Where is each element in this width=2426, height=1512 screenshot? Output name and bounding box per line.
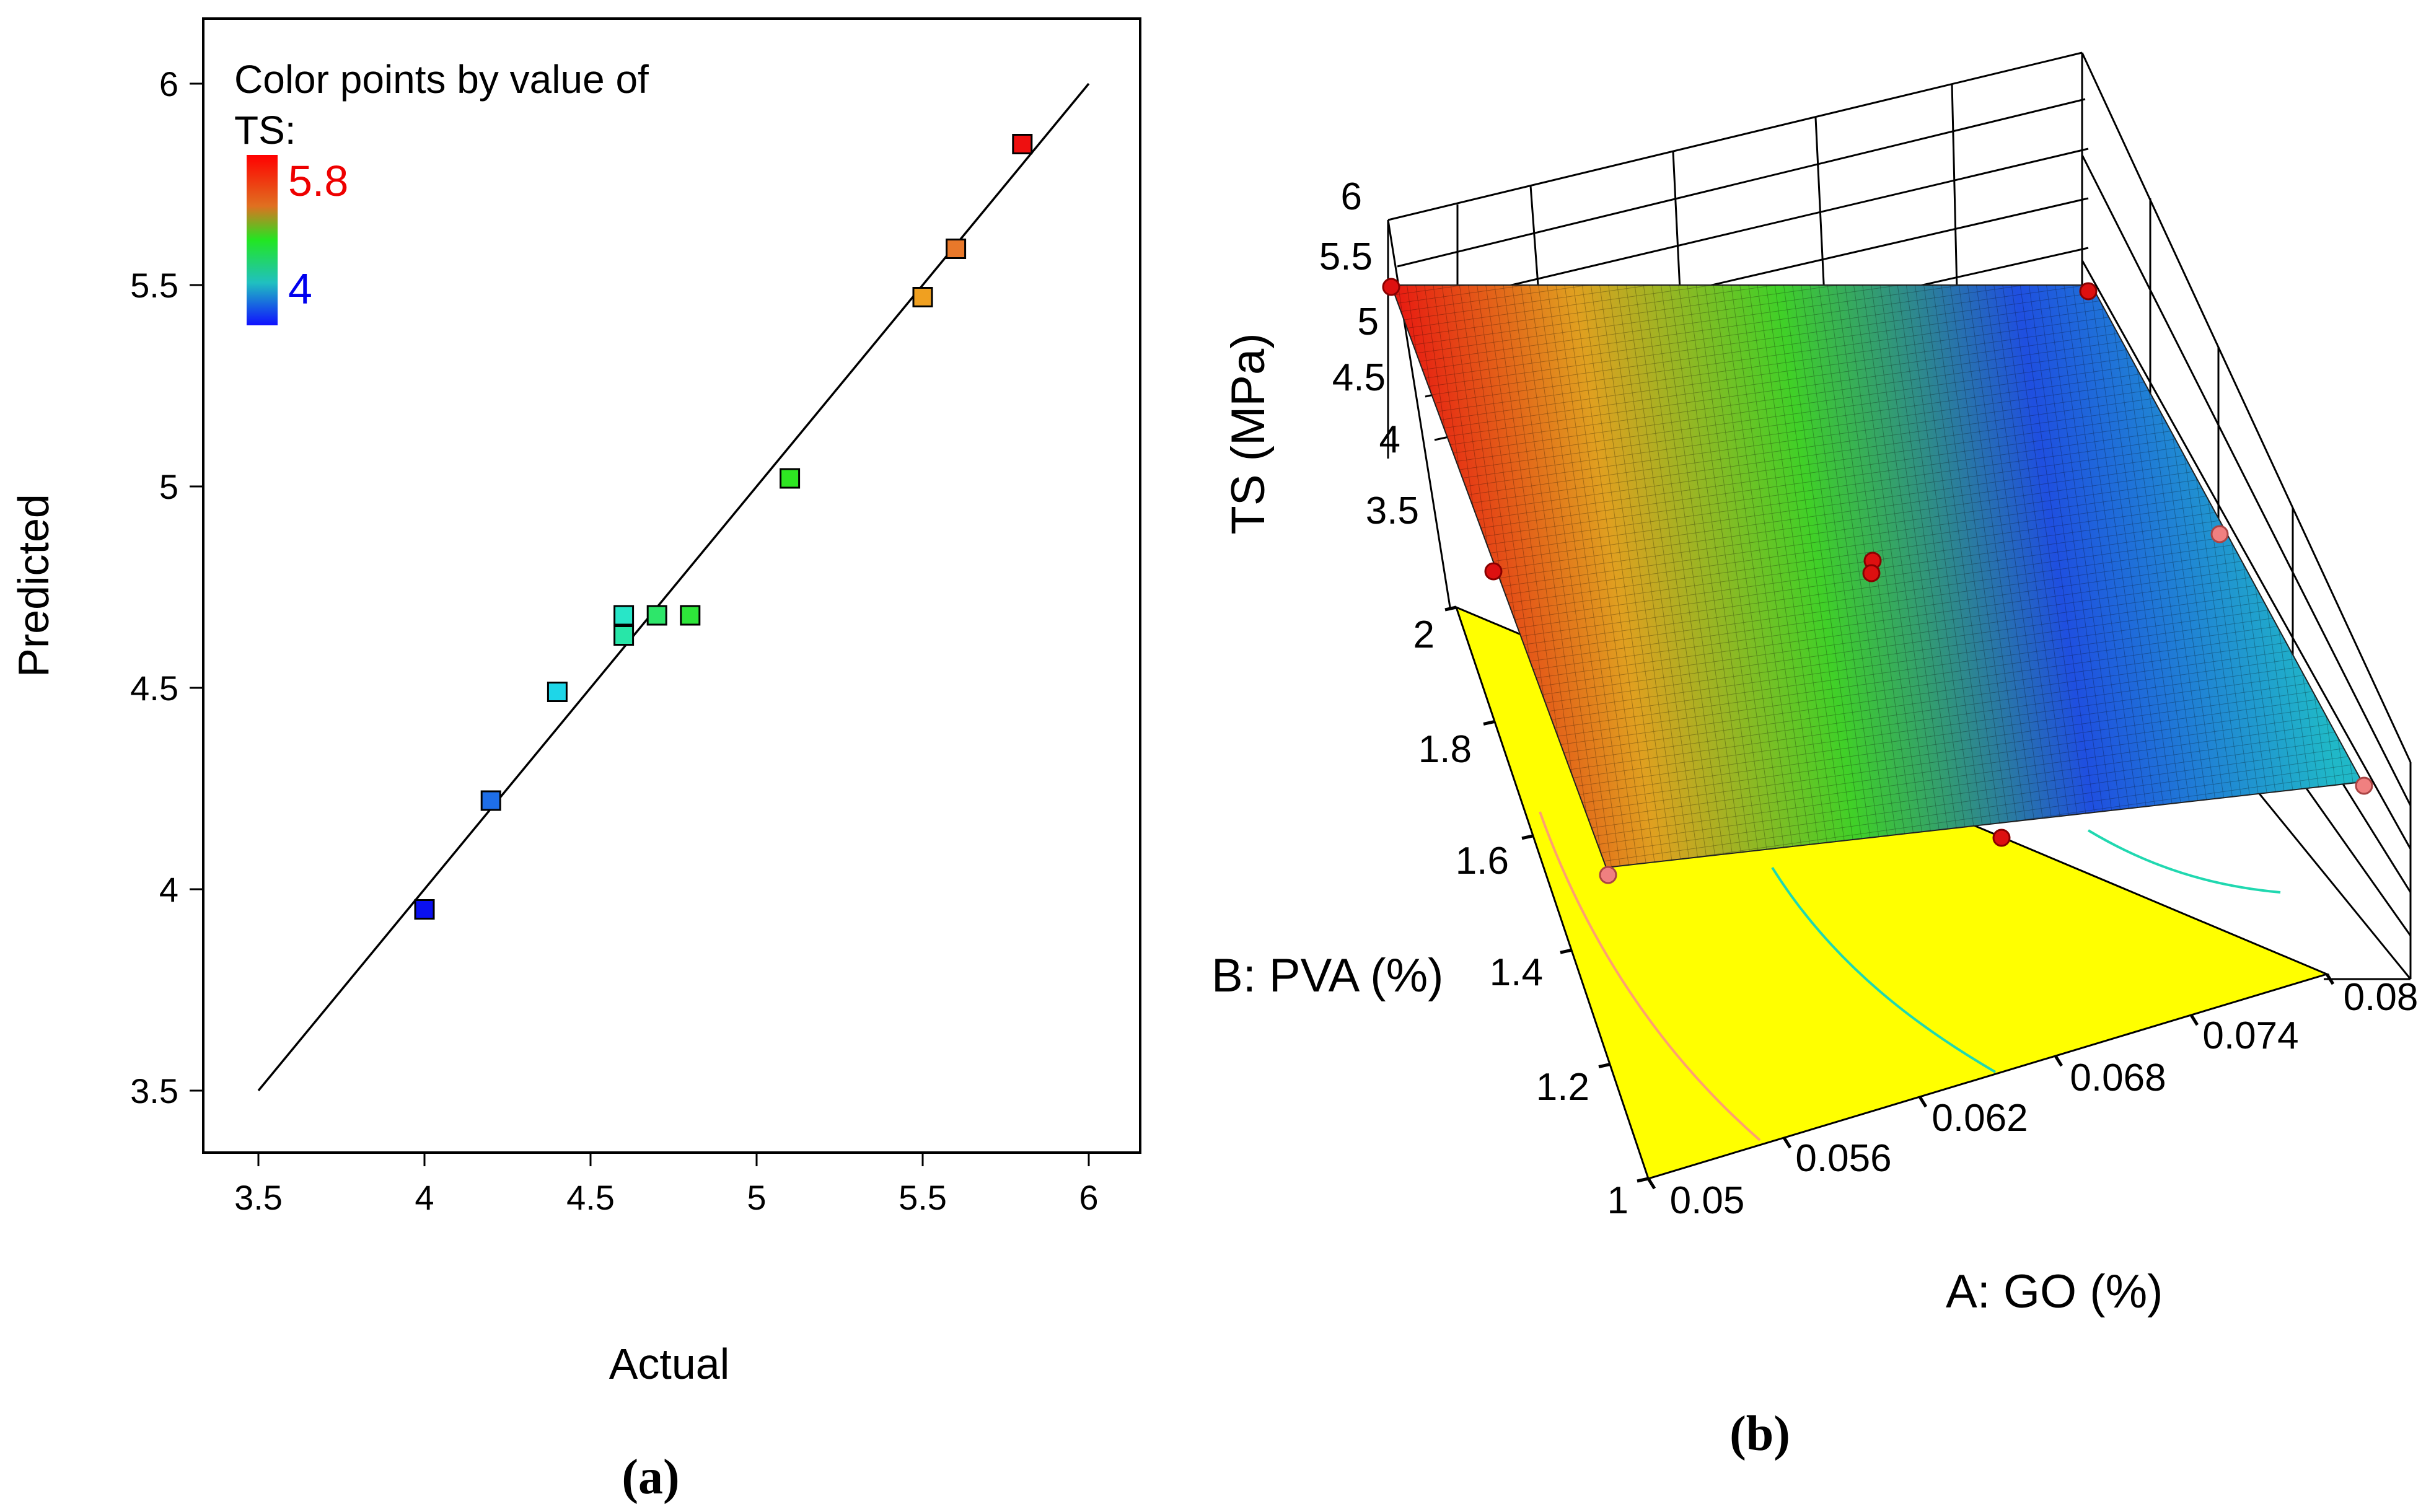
x-tick-label: 4.5 (566, 1178, 615, 1217)
go-tick (1782, 1136, 1792, 1149)
caption-b: (b) (1729, 1407, 1790, 1461)
panel-a: 3.5 4 4.5 5 5.5 6 3.5 4 4.5 5 5.5 6 Color points by… (9, 17, 1141, 1505)
legend-min-label: 4 (288, 265, 312, 313)
a-tick-label: 0.068 (2070, 1057, 2166, 1099)
data-point (946, 239, 967, 259)
go-tick (2054, 1055, 2063, 1067)
data-points (414, 134, 1033, 920)
z-tick-label: 6 (1341, 175, 1362, 218)
design-point (1992, 829, 2011, 847)
design-point (1599, 866, 1617, 884)
contour-lines (1539, 811, 2281, 1141)
z-tick-labels: 6 5.5 5 4.5 4 3.5 (1319, 175, 1419, 532)
y-axis-label: Predicted (9, 494, 58, 677)
pva-tick (1598, 1063, 1611, 1069)
data-point (547, 682, 568, 702)
legend-max-label: 5.8 (288, 157, 348, 205)
data-point (613, 605, 635, 626)
data-point (414, 899, 435, 920)
design-point (2355, 776, 2373, 795)
pva-tick (1637, 1177, 1649, 1183)
a-tick-label: 0.056 (1795, 1137, 1891, 1180)
data-point (1012, 134, 1033, 154)
a-tick-label: 0.05 (1670, 1179, 1745, 1222)
z-tick-label: 4 (1379, 418, 1400, 461)
data-point (680, 605, 701, 626)
a-tick-label: 0.074 (2202, 1014, 2298, 1057)
axis-tick-labels: 3.5 4 4.5 5 5.5 6 3.5 4 4.5 5 5.5 6 (130, 64, 1098, 1217)
pva-tick (1521, 834, 1534, 840)
legend: Color points by value of TS: 5.8 4 (234, 57, 649, 325)
pva-tick (1560, 948, 1572, 954)
z-tick-label: 3.5 (1366, 490, 1419, 532)
data-point (613, 625, 635, 646)
b-axis-label: B: PVA (%) (1211, 949, 1443, 1002)
x-axis-label: Actual (609, 1340, 730, 1388)
legend-title-line2: TS: (234, 108, 296, 152)
design-point (1484, 562, 1503, 581)
b-tick-label: 2 (1413, 613, 1435, 656)
pva-tick (1444, 605, 1457, 612)
x-tick-label: 4 (415, 1178, 434, 1217)
go-tick (2325, 973, 2335, 985)
design-point (2210, 525, 2229, 543)
y-tick-label: 3.5 (130, 1071, 178, 1110)
b-tick-label: 1 (1607, 1179, 1628, 1222)
z-axis-label: TS (MPa) (1222, 333, 1275, 534)
z-tick-label: 5 (1358, 301, 1379, 343)
legend-colorbar (247, 155, 278, 325)
base-axis-ticks (1444, 605, 2335, 1190)
legend-title-line1: Color points by value of (234, 57, 649, 102)
a-tick-labels: 0.05 0.056 0.062 0.068 0.074 0.08 (1670, 976, 2419, 1222)
y-tick-label: 5.5 (130, 266, 178, 305)
design-point (1862, 564, 1881, 582)
data-point (480, 790, 501, 811)
b-tick-label: 1.2 (1536, 1066, 1589, 1109)
go-tick (1918, 1096, 1928, 1108)
data-point (912, 287, 933, 307)
y-tick-label: 4 (159, 870, 178, 909)
go-tick (1646, 1177, 1656, 1190)
plot-frame (202, 17, 1141, 1154)
data-point (780, 468, 801, 489)
a-tick-label: 0.08 (2344, 976, 2419, 1019)
reference-line (257, 82, 1090, 1092)
b-tick-label: 1.8 (1418, 728, 1472, 771)
y-tick-label: 4.5 (130, 669, 178, 708)
x-tick-label: 5.5 (899, 1178, 947, 1217)
caption-a: (a) (622, 1450, 679, 1505)
design-point (1382, 278, 1400, 296)
pva-tick (1483, 719, 1495, 726)
b-tick-label: 1.4 (1490, 951, 1543, 994)
y-tick-label: 6 (159, 64, 178, 103)
design-points (1382, 278, 2373, 884)
x-tick-label: 6 (1079, 1178, 1098, 1217)
go-tick (2189, 1014, 2199, 1026)
panel-b: 6 5.5 5 4.5 4 3.5 2 1.8 1.6 1.4 1.2 1 0.… (1211, 51, 2419, 1461)
axis-ticks (190, 82, 1090, 1166)
z-tick-label: 4.5 (1332, 356, 1386, 399)
a-axis-label: A: GO (%) (1946, 1265, 2163, 1318)
a-tick-label: 0.062 (1932, 1097, 2028, 1140)
data-point (646, 605, 667, 626)
b-tick-labels: 2 1.8 1.6 1.4 1.2 1 (1413, 613, 1628, 1222)
b-tick-label: 1.6 (1456, 840, 1509, 882)
x-tick-label: 5 (747, 1178, 766, 1217)
design-point (2079, 282, 2098, 301)
x-tick-label: 3.5 (234, 1178, 283, 1217)
y-tick-label: 5 (159, 467, 178, 506)
z-tick-label: 5.5 (1319, 235, 1373, 278)
